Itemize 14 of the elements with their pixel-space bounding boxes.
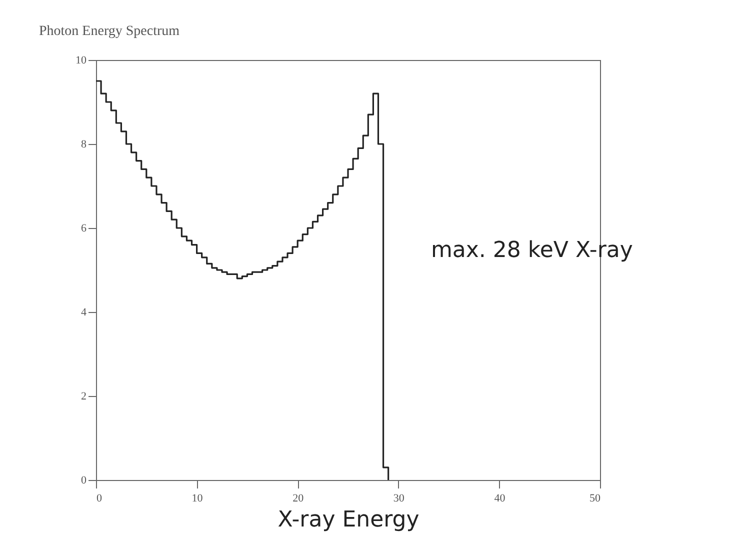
y-tick-label: 4 (81, 306, 87, 318)
x-tick-label: 10 (192, 492, 204, 504)
y-tick-label: 0 (81, 474, 87, 486)
y-tick-label: 8 (81, 138, 87, 150)
x-tick-label: 0 (96, 492, 102, 504)
x-tick-label: 40 (494, 492, 506, 504)
x-tick-label: 50 (590, 492, 601, 504)
x-tick-label: 30 (393, 492, 405, 504)
y-tick-label: 10 (76, 54, 87, 66)
x-tick-label: 20 (292, 492, 304, 504)
y-tick-label: 6 (81, 222, 87, 234)
chart-title: Photon Energy Spectrum (39, 24, 180, 39)
y-tick-label: 2 (81, 390, 86, 402)
x-axis-title: X-ray Energy (278, 508, 420, 532)
